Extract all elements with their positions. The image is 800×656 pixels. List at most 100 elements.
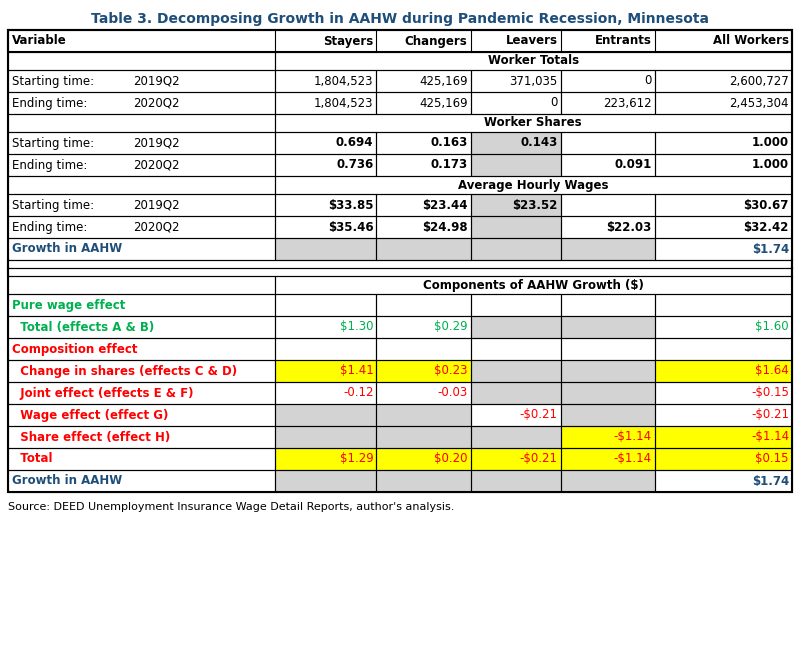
Bar [8, 294, 274, 316]
Text: 2019Q2: 2019Q2 [134, 75, 180, 87]
Bar [561, 404, 655, 426]
Bar [377, 216, 470, 238]
Bar [470, 238, 561, 260]
Text: Stayers: Stayers [323, 35, 374, 47]
Bar [274, 52, 792, 70]
Bar [8, 470, 274, 492]
Bar [561, 448, 655, 470]
Text: -0.03: -0.03 [438, 386, 467, 400]
Bar [8, 238, 274, 260]
Bar [274, 294, 377, 316]
Text: 2,600,727: 2,600,727 [730, 75, 789, 87]
Text: Pure wage effect: Pure wage effect [12, 298, 126, 312]
Bar [655, 448, 792, 470]
Bar [655, 470, 792, 492]
Bar [561, 404, 655, 426]
Bar [470, 216, 561, 238]
Bar [561, 154, 655, 176]
Bar [377, 360, 470, 382]
Bar [470, 70, 561, 92]
Bar [8, 30, 792, 492]
Text: $1.41: $1.41 [340, 365, 374, 377]
Text: 2,453,304: 2,453,304 [730, 96, 789, 110]
Bar [8, 176, 274, 194]
Bar [561, 294, 655, 316]
Text: $0.20: $0.20 [434, 453, 467, 466]
Text: Table 3. Decomposing Growth in AAHW during Pandemic Recession, Minnesota: Table 3. Decomposing Growth in AAHW duri… [91, 12, 709, 26]
Bar [561, 92, 655, 114]
Bar [8, 92, 274, 114]
Bar [274, 216, 377, 238]
Bar [377, 238, 470, 260]
Text: 0.163: 0.163 [430, 136, 467, 150]
Text: Changers: Changers [405, 35, 467, 47]
Bar [274, 360, 377, 382]
Bar [470, 132, 561, 154]
Bar [561, 338, 655, 360]
Bar [377, 448, 470, 470]
Text: Starting time:: Starting time: [12, 136, 94, 150]
Bar [655, 404, 792, 426]
Text: 2019Q2: 2019Q2 [134, 136, 180, 150]
Bar [377, 194, 470, 216]
Bar [655, 382, 792, 404]
Bar [655, 132, 792, 154]
Bar [561, 382, 655, 404]
Bar [274, 404, 377, 426]
Bar [377, 70, 470, 92]
Bar [8, 448, 274, 470]
Bar [655, 132, 792, 154]
Bar [655, 92, 792, 114]
Bar [8, 360, 274, 382]
Text: $32.42: $32.42 [744, 220, 789, 234]
Bar [8, 154, 274, 176]
Bar [655, 70, 792, 92]
Bar [470, 470, 561, 492]
Text: 2020Q2: 2020Q2 [134, 159, 180, 171]
Bar [655, 238, 792, 260]
Bar [377, 216, 470, 238]
Bar [274, 92, 377, 114]
Bar [377, 404, 470, 426]
Bar [8, 448, 274, 470]
Bar [655, 338, 792, 360]
Bar [274, 114, 792, 132]
Text: Starting time:: Starting time: [12, 75, 94, 87]
Bar [377, 382, 470, 404]
Bar [561, 426, 655, 448]
Text: Variable: Variable [12, 35, 66, 47]
Bar [470, 404, 561, 426]
Bar [8, 154, 274, 176]
Text: 1,804,523: 1,804,523 [314, 75, 374, 87]
Bar [561, 382, 655, 404]
Bar [655, 426, 792, 448]
Bar [655, 448, 792, 470]
Bar [8, 294, 274, 316]
Bar [274, 176, 792, 194]
Bar [8, 114, 274, 132]
Text: 0.173: 0.173 [430, 159, 467, 171]
Text: $0.23: $0.23 [434, 365, 467, 377]
Bar [377, 132, 470, 154]
Bar [274, 132, 377, 154]
Text: Source: DEED Unemployment Insurance Wage Detail Reports, author's analysis.: Source: DEED Unemployment Insurance Wage… [8, 502, 454, 512]
Text: 2020Q2: 2020Q2 [134, 96, 180, 110]
Bar [274, 132, 377, 154]
Bar [274, 338, 377, 360]
Text: -$1.14: -$1.14 [614, 430, 652, 443]
Bar [470, 70, 561, 92]
Bar [8, 194, 274, 216]
Text: All Workers: All Workers [713, 35, 789, 47]
Text: -$1.14: -$1.14 [751, 430, 789, 443]
Text: $23.44: $23.44 [422, 199, 467, 211]
Text: $1.60: $1.60 [755, 321, 789, 333]
Text: Components of AAHW Growth ($): Components of AAHW Growth ($) [423, 279, 644, 291]
Bar [8, 426, 274, 448]
Bar [8, 426, 274, 448]
Text: Total (effects A & B): Total (effects A & B) [12, 321, 154, 333]
Text: $33.85: $33.85 [328, 199, 374, 211]
Bar [655, 294, 792, 316]
Bar [470, 382, 561, 404]
Bar [561, 194, 655, 216]
Text: Ending time:: Ending time: [12, 159, 87, 171]
